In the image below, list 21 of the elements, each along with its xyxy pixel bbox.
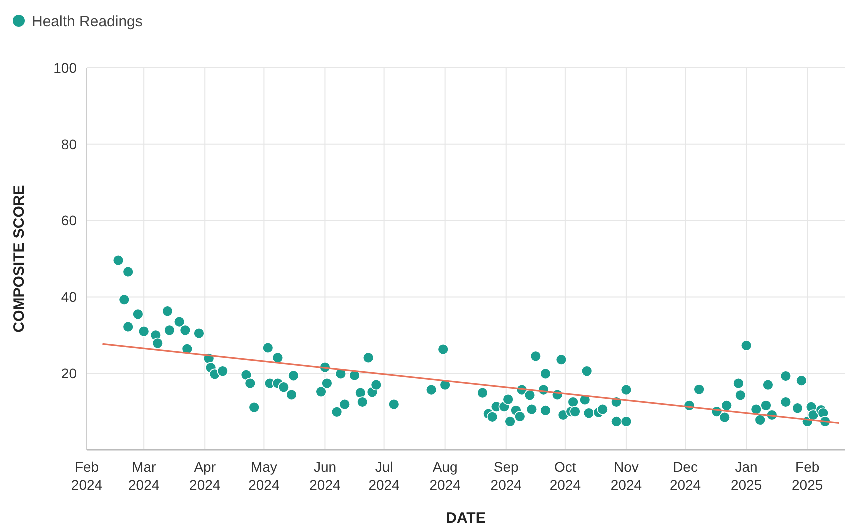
legend-label: Health Readings	[32, 13, 143, 30]
x-tick-label: Sep 2024	[490, 459, 522, 493]
x-tick-label: Jan 2025	[730, 459, 762, 493]
x-axis-title: DATE	[446, 510, 486, 527]
y-axis-title: COMPOSITE SCORE	[11, 185, 28, 333]
y-tick-label: 20	[61, 366, 78, 382]
x-tick-label: May 2024	[248, 459, 280, 493]
y-tick-label: 60	[61, 212, 78, 229]
x-tick-label: Oct 2024	[550, 459, 582, 493]
x-tick-label: Nov 2024	[610, 459, 642, 493]
y-tick-label: 40	[61, 289, 78, 306]
x-tick-label: Apr 2024	[190, 459, 221, 493]
x-tick-label: Mar 2024	[128, 459, 160, 493]
x-tick-label: Jul 2024	[368, 459, 400, 493]
x-tick-label: Aug 2024	[430, 459, 462, 493]
x-tick-label: Feb 2024	[71, 459, 103, 493]
x-tick-label: Dec 2024	[670, 459, 702, 493]
x-tick-label: Feb 2025	[792, 459, 824, 493]
y-tick-label: 80	[61, 136, 78, 152]
x-tick-label: Jun 2024	[310, 459, 342, 493]
y-tick-label: 100	[54, 60, 78, 76]
